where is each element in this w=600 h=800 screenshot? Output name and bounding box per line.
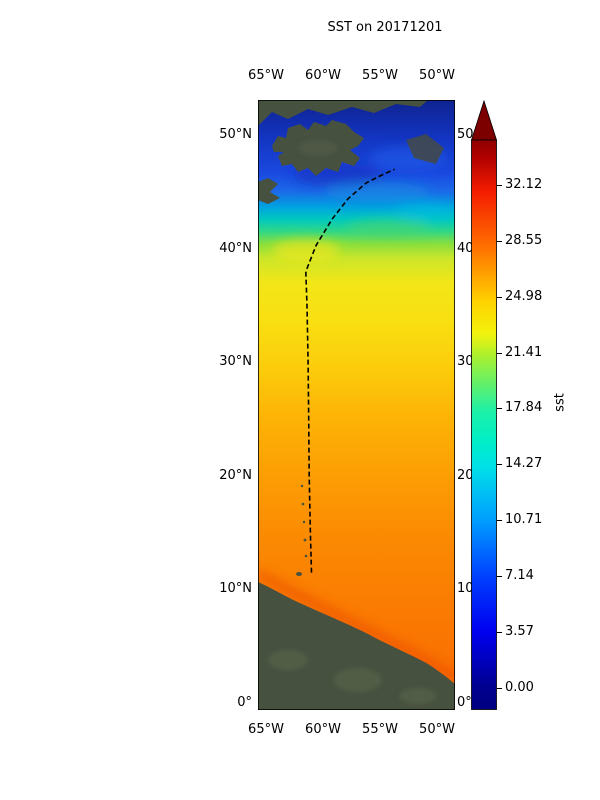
ytick-left-20n: 20°N [219, 468, 252, 483]
cbar-label-10: 10.71 [505, 512, 543, 527]
cloud-patch [406, 134, 444, 164]
cbar-label-14: 14.27 [505, 456, 543, 471]
cbar-label-28: 28.55 [505, 233, 543, 248]
sst-map [255, 100, 458, 711]
sst-map-panel [255, 100, 458, 711]
colorbar-extend-arrow [470, 99, 498, 141]
ytick-left-0: 0° [237, 695, 252, 710]
colorbar-tick [497, 241, 502, 242]
cbar-label-32: 32.12 [505, 177, 543, 192]
colorbar-tick [497, 185, 502, 186]
xtick-top-65w: 65°W [248, 68, 284, 83]
cbar-label-0: 0.00 [505, 680, 534, 695]
land-texture [268, 140, 436, 704]
xtick-top-60w: 60°W [305, 68, 341, 83]
map-frame [258, 100, 455, 711]
xtick-bottom-65w: 65°W [248, 722, 284, 737]
colorbar-tick [497, 408, 502, 409]
xtick-bottom-50w: 50°W [419, 722, 455, 737]
colorbar-svg [470, 99, 498, 710]
colorbar-bar [471, 139, 497, 710]
ytick-left-10n: 10°N [219, 581, 252, 596]
lesser-antilles-islands [296, 484, 308, 576]
colorbar-tick [497, 576, 502, 577]
ytick-right-40: 40 [457, 241, 474, 256]
ytick-right-20: 20 [457, 468, 474, 483]
ytick-left-30n: 30°N [219, 354, 252, 369]
cbar-label-7: 7.14 [505, 568, 534, 583]
ytick-left-40n: 40°N [219, 241, 252, 256]
colorbar-tick [497, 520, 502, 521]
xtick-bottom-55w: 55°W [362, 722, 398, 737]
cbar-label-24: 24.98 [505, 289, 543, 304]
cbar-label-17: 17.84 [505, 400, 543, 415]
chart-title: SST on 20171201 [327, 20, 443, 35]
xtick-top-50w: 50°W [419, 68, 455, 83]
land-labrador-coast [258, 100, 428, 126]
ytick-right-30: 30 [457, 354, 474, 369]
xtick-top-55w: 55°W [362, 68, 398, 83]
colorbar-tick [497, 688, 502, 689]
colorbar-tick [497, 632, 502, 633]
xtick-bottom-60w: 60°W [305, 722, 341, 737]
ship-track [304, 168, 395, 573]
colorbar-tick [497, 464, 502, 465]
colorbar-tick [497, 297, 502, 298]
colorbar [470, 99, 498, 710]
ytick-right-50: 50 [457, 127, 474, 142]
colorbar-tick [497, 353, 502, 354]
land-nova-scotia [258, 178, 280, 204]
cbar-label-3: 3.57 [505, 624, 534, 639]
ytick-left-50n: 50°N [219, 127, 252, 142]
ytick-right-10: 10 [457, 581, 474, 596]
land-south-america [258, 582, 455, 710]
ytick-right-0: 0° [457, 695, 472, 710]
colorbar-axis-label: sst [552, 393, 568, 412]
cbar-label-21: 21.41 [505, 345, 543, 360]
